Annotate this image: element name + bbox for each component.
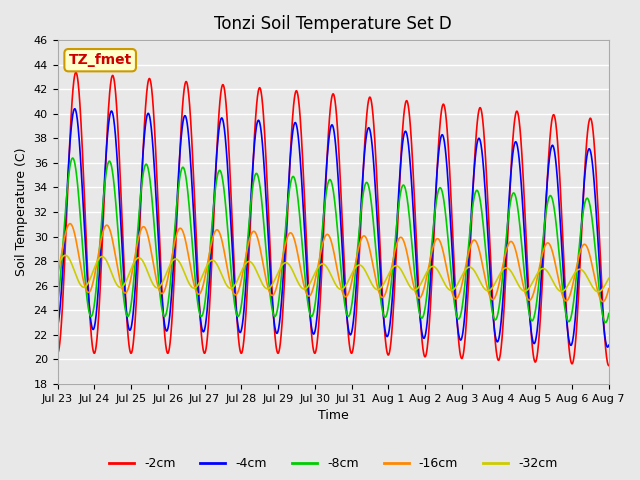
-4cm	[307, 323, 315, 328]
-16cm	[599, 299, 607, 304]
-4cm	[82, 253, 90, 259]
X-axis label: Time: Time	[318, 409, 349, 422]
Text: TZ_fmet: TZ_fmet	[68, 53, 132, 67]
-8cm	[589, 222, 596, 228]
-16cm	[488, 296, 495, 302]
-32cm	[605, 276, 612, 281]
-16cm	[66, 221, 74, 227]
-32cm	[595, 289, 602, 295]
Line: -16cm: -16cm	[58, 224, 609, 301]
Line: -4cm: -4cm	[58, 109, 609, 347]
-32cm	[82, 283, 90, 289]
-2cm	[605, 363, 612, 369]
-32cm	[61, 252, 69, 258]
-2cm	[322, 180, 330, 185]
-32cm	[307, 278, 315, 284]
-8cm	[322, 192, 330, 198]
-16cm	[82, 287, 90, 292]
-32cm	[488, 286, 495, 291]
-32cm	[54, 264, 61, 270]
-2cm	[589, 126, 596, 132]
-8cm	[602, 320, 609, 325]
Title: Tonzi Soil Temperature Set D: Tonzi Soil Temperature Set D	[214, 15, 452, 33]
-8cm	[605, 311, 612, 316]
-8cm	[307, 313, 315, 319]
-4cm	[71, 106, 79, 112]
-2cm	[307, 327, 315, 333]
-2cm	[72, 70, 80, 75]
-2cm	[488, 284, 495, 289]
-2cm	[54, 350, 61, 356]
-4cm	[488, 297, 495, 303]
-4cm	[322, 174, 330, 180]
Y-axis label: Soil Temperature (C): Soil Temperature (C)	[15, 148, 28, 276]
-8cm	[69, 155, 77, 161]
Legend: -2cm, -4cm, -8cm, -16cm, -32cm: -2cm, -4cm, -8cm, -16cm, -32cm	[104, 452, 563, 475]
-16cm	[322, 232, 330, 238]
-16cm	[589, 265, 596, 271]
-16cm	[589, 267, 597, 273]
-2cm	[82, 230, 90, 236]
-32cm	[589, 285, 597, 290]
-4cm	[54, 324, 61, 329]
-4cm	[589, 167, 597, 172]
-32cm	[589, 284, 596, 290]
-4cm	[604, 344, 611, 350]
-16cm	[307, 291, 315, 297]
-32cm	[322, 263, 330, 269]
Line: -8cm: -8cm	[58, 158, 609, 323]
-16cm	[605, 286, 612, 292]
-4cm	[605, 342, 612, 348]
-2cm	[589, 128, 597, 134]
-8cm	[488, 306, 495, 312]
-8cm	[54, 302, 61, 308]
-8cm	[82, 285, 90, 291]
-8cm	[589, 224, 597, 230]
-4cm	[589, 164, 596, 169]
Line: -2cm: -2cm	[58, 72, 609, 366]
-16cm	[54, 273, 61, 279]
Line: -32cm: -32cm	[58, 255, 609, 292]
